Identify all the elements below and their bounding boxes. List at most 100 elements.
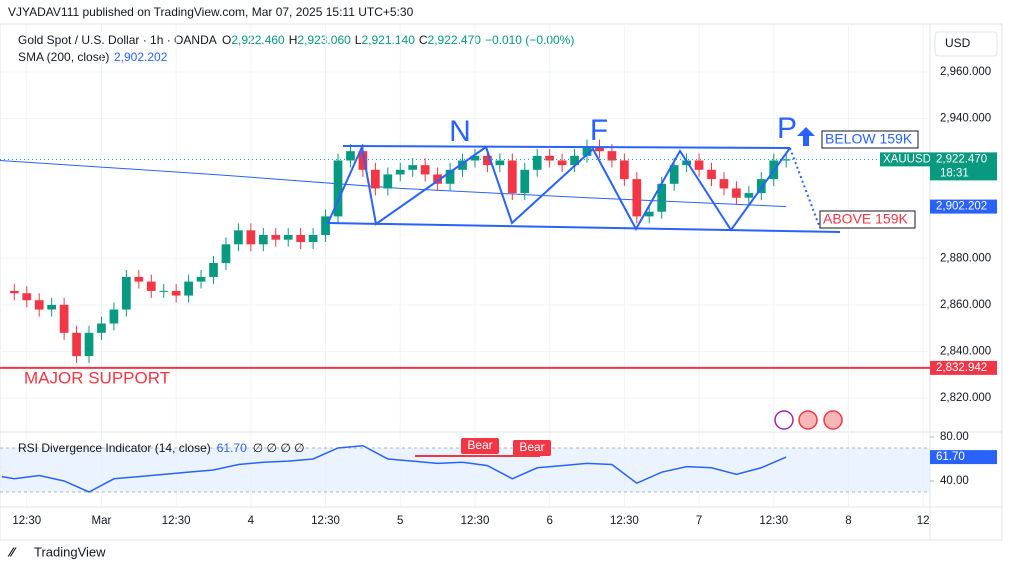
x-tick-label: 12:30 bbox=[759, 515, 788, 527]
candle-body bbox=[632, 179, 642, 217]
candle-body bbox=[146, 281, 156, 291]
y-tick-label: 2,860.000 bbox=[940, 299, 991, 311]
candle-body bbox=[445, 169, 455, 184]
footer: TradingView bbox=[34, 544, 106, 559]
candle-body bbox=[744, 193, 754, 198]
candle-body bbox=[246, 230, 256, 245]
currency[interactable]: USD bbox=[945, 36, 971, 50]
candle-body bbox=[657, 183, 667, 212]
candle-body bbox=[234, 230, 243, 245]
candle-body bbox=[358, 151, 368, 170]
ohlc-key: H bbox=[289, 33, 298, 47]
ohlc-value: 2,922.460 bbox=[231, 33, 285, 47]
sma-line bbox=[0, 159, 787, 208]
candle-body bbox=[694, 160, 704, 170]
sma-price: 2,902.202 bbox=[936, 201, 987, 213]
candle-body bbox=[532, 155, 542, 170]
x-tick-label: 8 bbox=[845, 515, 851, 527]
candle-body bbox=[346, 151, 355, 161]
x-tick-label: 12:30 bbox=[162, 515, 191, 527]
candle-body bbox=[483, 155, 492, 166]
channel-top bbox=[342, 145, 791, 149]
candle-body bbox=[507, 160, 517, 194]
marks: 2,960.000 2,940.000 2,880.000 2,860.000 2,84… bbox=[0, 24, 997, 527]
support-label: MAJOR SUPPORT bbox=[24, 368, 170, 387]
ohlc-value: 2,923.060 bbox=[297, 33, 351, 47]
candle-body bbox=[171, 290, 181, 296]
candle-body bbox=[296, 235, 306, 242]
legend-symbol: Gold Spot / U.S. Dollar · 1h · OANDA bbox=[18, 33, 217, 47]
candle-body bbox=[781, 159, 791, 161]
pattern-label: N bbox=[449, 115, 471, 148]
x-tick-label: 12:30 bbox=[12, 515, 41, 527]
support-price: 2,832.942 bbox=[936, 362, 987, 374]
last-price: 2,922.470 bbox=[936, 153, 987, 165]
candle-body bbox=[283, 235, 293, 240]
ohlc-key: O bbox=[222, 33, 231, 47]
x-tick-label: Mar bbox=[92, 515, 112, 527]
candle-body bbox=[34, 300, 44, 310]
sma-value: 2,902.202 bbox=[114, 50, 168, 64]
candle-body bbox=[620, 160, 629, 180]
x-tick-label: 4 bbox=[248, 515, 255, 527]
x-tick-label: 12:30 bbox=[311, 515, 340, 527]
candle-body bbox=[570, 155, 579, 166]
ohlc-value: 2,921.140 bbox=[361, 33, 415, 47]
candle-body bbox=[383, 174, 393, 189]
icons bbox=[774, 410, 843, 430]
candle-body bbox=[333, 160, 343, 217]
candle-body bbox=[595, 146, 604, 152]
sma-price-tag bbox=[930, 199, 997, 214]
y-tick-label: 80.00 bbox=[940, 431, 969, 443]
ohlc-change: −0.010 (−0.00%) bbox=[485, 33, 574, 47]
note: BELOW 159K bbox=[825, 131, 913, 147]
y-tick-label: 2,840.000 bbox=[940, 345, 991, 357]
y-tick-label: 40.00 bbox=[940, 475, 969, 487]
note-box bbox=[819, 210, 916, 229]
x-tick-label: 6 bbox=[546, 515, 552, 527]
candle-body bbox=[395, 169, 405, 175]
zigzag bbox=[327, 143, 791, 232]
bear-label: Bear bbox=[467, 438, 492, 452]
symbol-tag bbox=[880, 152, 930, 167]
projection bbox=[789, 147, 821, 229]
rsi-price-tag bbox=[930, 450, 997, 465]
pattern-label: P bbox=[777, 112, 797, 145]
candle-body bbox=[520, 169, 530, 194]
currency-button[interactable] bbox=[934, 31, 998, 57]
y-tick-label: 2,820.000 bbox=[940, 392, 991, 404]
candle-body bbox=[756, 179, 766, 194]
y-tick-label: 2,960.000 bbox=[940, 66, 991, 78]
logo-mark: ⁄⁄ bbox=[7, 544, 17, 559]
candle-body bbox=[669, 165, 679, 184]
rsi-line bbox=[1, 444, 787, 493]
candle-body bbox=[644, 211, 654, 217]
candle-body bbox=[196, 276, 206, 282]
ohlc-value: 2,922.470 bbox=[428, 33, 482, 47]
x-tick-label: 12 bbox=[917, 515, 930, 527]
y-tick-label: 2,940.000 bbox=[940, 113, 991, 125]
ohlc-key: C bbox=[419, 33, 428, 47]
x-tick-label: 5 bbox=[397, 515, 403, 527]
icon bbox=[823, 410, 843, 430]
candle-body bbox=[371, 169, 380, 189]
icon bbox=[798, 410, 818, 430]
pattern-drawing bbox=[327, 143, 841, 233]
candle-body bbox=[582, 146, 592, 156]
candle-body bbox=[59, 304, 69, 333]
candle-body bbox=[557, 160, 567, 166]
header: VJYADAV111 published on TradingView.com,… bbox=[8, 5, 414, 19]
rsi-legend-value: 61.70 bbox=[217, 441, 247, 455]
candle-body bbox=[495, 160, 505, 166]
candle-body bbox=[258, 235, 268, 245]
candle-body bbox=[122, 276, 131, 310]
countdown: 18:31 bbox=[940, 167, 969, 179]
last-price-tag bbox=[930, 152, 997, 181]
candle-body bbox=[97, 323, 106, 333]
candle-body bbox=[470, 155, 480, 161]
bear-label: Bear bbox=[519, 440, 544, 454]
note: ABOVE 159K bbox=[823, 211, 908, 227]
pattern-label: F bbox=[590, 114, 608, 147]
symbol: XAUUSD bbox=[883, 153, 931, 165]
